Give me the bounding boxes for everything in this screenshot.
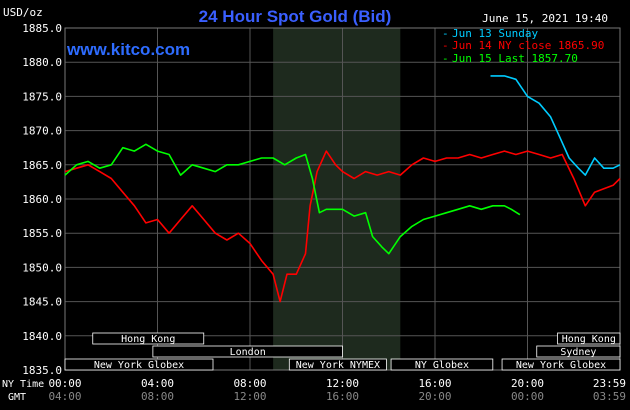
- session-bar: [557, 332, 621, 345]
- session-bar: [501, 358, 621, 371]
- y-tick-label: 1885.0: [22, 22, 62, 35]
- gmt-row-label: GMT: [8, 392, 26, 403]
- y-tick-label: 1835.0: [22, 364, 62, 377]
- session-label: New York Globex: [94, 360, 184, 371]
- series-line-0: [490, 75, 621, 176]
- y-tick-label: 1875.0: [22, 90, 62, 103]
- session-bar: [64, 358, 214, 371]
- y-tick-label: 1860.0: [22, 193, 62, 206]
- x-tick-label-gmt: 00:00: [511, 390, 544, 403]
- legend-marker-1: -: [442, 39, 449, 52]
- x-tick-label-ny: 00:00: [48, 377, 81, 390]
- y-tick-label: 1870.0: [22, 125, 62, 138]
- y-tick-label: 1865.0: [22, 159, 62, 172]
- session-label: Sydney: [560, 347, 596, 358]
- ny-time-row-label: NY Time: [2, 379, 44, 390]
- y-tick-label: 1855.0: [22, 227, 62, 240]
- legend-marker-2: -: [442, 52, 449, 65]
- y-tick-label: 1845.0: [22, 296, 62, 309]
- session-label: New York Globex: [516, 360, 606, 371]
- x-tick-label-gmt: 16:00: [326, 390, 359, 403]
- session-label: Hong Kong: [121, 334, 175, 345]
- legend-marker-0: -: [442, 27, 449, 40]
- y-tick-label: 1840.0: [22, 330, 62, 343]
- y-tick-label: 1850.0: [22, 261, 62, 274]
- watermark-url: www.kitco.com: [66, 40, 190, 59]
- session-bar: [152, 345, 343, 358]
- chart-timestamp: June 15, 2021 19:40: [482, 12, 608, 25]
- series-line-1: [64, 150, 621, 303]
- session-bar: [390, 358, 494, 371]
- chart-title: 24 Hour Spot Gold (Bid): [199, 7, 392, 26]
- y-tick-label: 1880.0: [22, 56, 62, 69]
- x-tick-label-ny: 16:00: [418, 377, 451, 390]
- legend: - Jun 13 Sunday - Jun 14 NY close 1865.9…: [442, 27, 604, 65]
- x-tick-label-ny: 23:59: [593, 377, 626, 390]
- series-line-2: [64, 143, 521, 255]
- x-tick-label-gmt: 03:59: [593, 390, 626, 403]
- session-label: Hong Kong: [562, 334, 616, 345]
- y-axis-unit-label: USD/oz: [3, 6, 43, 19]
- x-tick-label-gmt: 20:00: [418, 390, 451, 403]
- x-tick-label-ny: 20:00: [511, 377, 544, 390]
- session-bar: [536, 345, 621, 358]
- session-bar: [288, 358, 387, 371]
- x-tick-label-gmt: 12:00: [233, 390, 266, 403]
- session-bar: [92, 332, 205, 345]
- x-tick-label-gmt: 08:00: [141, 390, 174, 403]
- x-tick-label-ny: 08:00: [233, 377, 266, 390]
- x-tick-label-ny: 12:00: [326, 377, 359, 390]
- session-label: New York NYMEX: [296, 360, 380, 371]
- legend-entry-2: Jun 15 Last 1857.70: [452, 52, 578, 65]
- x-tick-label-ny: 04:00: [141, 377, 174, 390]
- legend-entry-1: Jun 14 NY close 1865.90: [452, 39, 604, 52]
- legend-entry-0: Jun 13 Sunday: [452, 27, 538, 40]
- session-label: NY Globex: [415, 360, 469, 371]
- x-tick-label-gmt: 04:00: [48, 390, 81, 403]
- session-label: London: [230, 347, 266, 358]
